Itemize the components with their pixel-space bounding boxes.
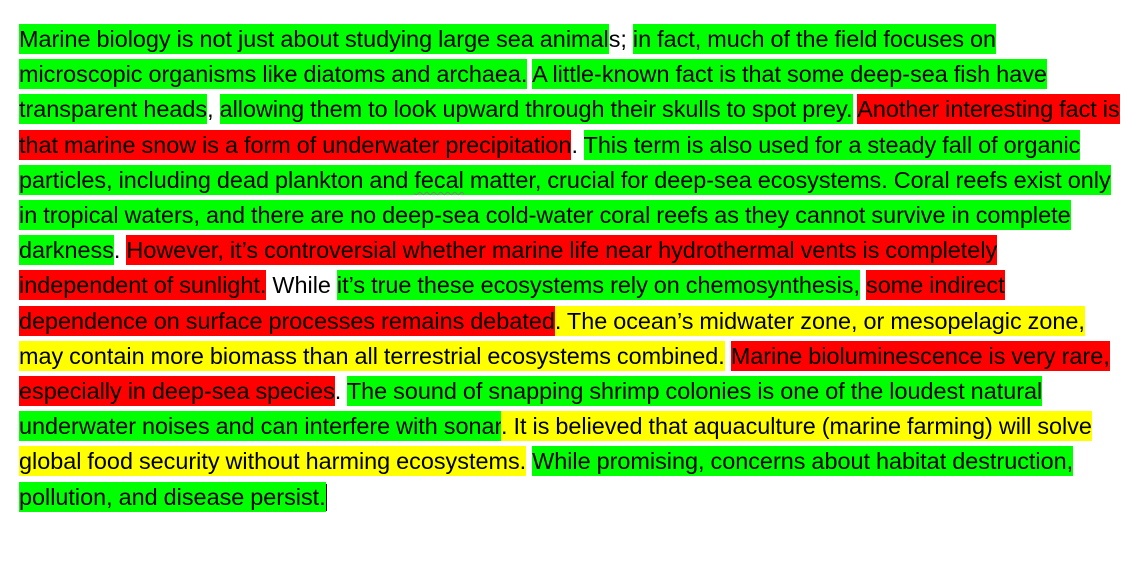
highlighted-text-green: it’s true these ecosystems rely on chemo…: [336, 270, 860, 301]
text-run: .: [571, 131, 584, 158]
text-run: ,: [207, 96, 220, 123]
text-run: While: [266, 272, 337, 299]
text-run: .: [113, 237, 127, 264]
highlighted-text-green: Marine biology is not just about studyin…: [19, 24, 609, 54]
text-cursor: [325, 483, 328, 511]
paragraph[interactable]: Marine biology is not just about studyin…: [19, 22, 1121, 515]
text-run: s;: [608, 26, 633, 52]
text-run: [725, 341, 731, 371]
text-run: .: [334, 378, 347, 405]
document-body[interactable]: Marine biology is not just about studyin…: [19, 22, 1121, 515]
highlighted-text-green: fecal: [414, 164, 464, 195]
highlighted-text-green: allowing them to look upward through the…: [219, 94, 853, 125]
